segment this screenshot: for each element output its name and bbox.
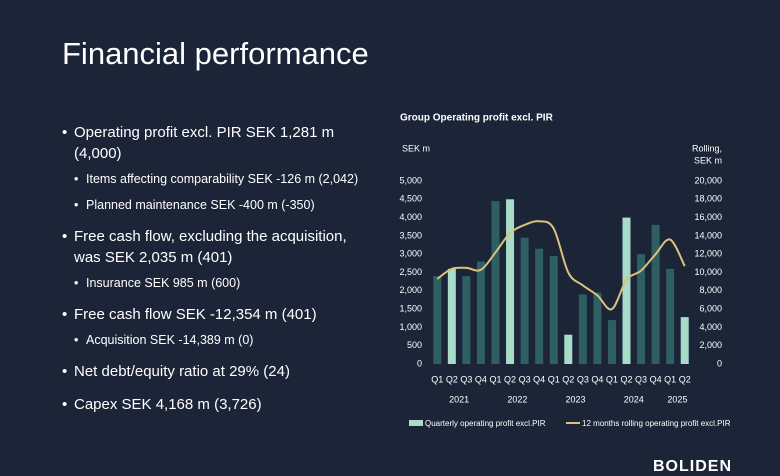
bar: [549, 256, 558, 364]
sub-bullet: Acquisition SEK -14,389 m (0): [74, 331, 362, 349]
bullet-text: Free cash flow, excluding the acquisitio…: [74, 228, 347, 266]
bar: [651, 224, 660, 364]
sub-bullet: Planned maintenance SEK -400 m (-350): [74, 196, 362, 214]
bar: [666, 268, 675, 364]
bar: [491, 201, 500, 364]
y2-tick-label: 14,000: [694, 230, 722, 240]
x-tick-label: Q2: [446, 374, 458, 384]
bullet-text: Free cash flow SEK -12,354 m (401): [74, 306, 317, 323]
x-tick-label: Q2: [620, 374, 632, 384]
x-tick-label: Q4: [650, 374, 662, 384]
x-tick-label: Q2: [679, 374, 691, 384]
x-tick-label: Q4: [475, 374, 487, 384]
sub-list: Insurance SEK 985 m (600): [74, 274, 362, 292]
y2-tick-label: 2,000: [699, 340, 722, 350]
x-tick-label: Q1: [606, 374, 618, 384]
x-tick-label: Q3: [460, 374, 472, 384]
y2-axis-label: Rolling,: [692, 143, 722, 153]
bar: [506, 199, 515, 364]
bar: [447, 268, 456, 364]
x-tick-label: Q3: [577, 374, 589, 384]
x-tick-label: Q3: [519, 374, 531, 384]
x-tick-label: Q1: [664, 374, 676, 384]
y-tick-label: 2,500: [399, 267, 422, 277]
y2-tick-label: 4,000: [699, 322, 722, 332]
bullet: Capex SEK 4,168 m (3,726): [62, 394, 362, 415]
bar: [680, 317, 689, 364]
year-label: 2024: [624, 394, 644, 404]
y-axis-label: SEK m: [402, 143, 430, 153]
y-tick-label: 2,000: [399, 285, 422, 295]
y-tick-label: 500: [407, 340, 422, 350]
bar: [564, 334, 573, 364]
y2-axis-label: SEK m: [694, 155, 722, 165]
bar: [578, 294, 587, 364]
y2-tick-label: 10,000: [694, 267, 722, 277]
legend-swatch: [409, 420, 423, 426]
y2-tick-label: 8,000: [699, 285, 722, 295]
bullet: Free cash flow, excluding the acquisitio…: [62, 226, 362, 292]
x-tick-label: Q4: [591, 374, 603, 384]
sub-list: Items affecting comparability SEK -126 m…: [74, 170, 362, 214]
bar: [535, 248, 544, 364]
slide-title: Financial performance: [62, 36, 369, 71]
sub-bullet: Insurance SEK 985 m (600): [74, 274, 362, 292]
x-tick-label: Q2: [504, 374, 516, 384]
year-label: 2025: [667, 394, 687, 404]
y-tick-label: 4,500: [399, 194, 422, 204]
y2-tick-label: 16,000: [694, 212, 722, 222]
chart-title: Group Operating profit excl. PIR: [400, 113, 554, 124]
bar: [593, 292, 602, 364]
x-tick-label: Q4: [533, 374, 545, 384]
bullet-text: Operating profit excl. PIR SEK 1,281 m (…: [74, 124, 335, 162]
bullet: Free cash flow SEK -12,354 m (401) Acquis…: [62, 304, 362, 349]
bullet-text: Net debt/equity ratio at 29% (24): [74, 363, 290, 380]
y-tick-label: 3,000: [399, 249, 422, 259]
y-tick-label: 3,500: [399, 230, 422, 240]
bar: [622, 217, 631, 364]
bar: [476, 261, 485, 364]
bar: [520, 237, 529, 364]
bullet-text: Capex SEK 4,168 m (3,726): [74, 396, 262, 413]
bar: [637, 254, 646, 364]
year-label: 2022: [507, 394, 527, 404]
bar: [433, 276, 442, 364]
y-tick-label: 4,000: [399, 212, 422, 222]
y2-tick-label: 0: [717, 358, 722, 368]
bullet: Operating profit excl. PIR SEK 1,281 m (…: [62, 122, 362, 214]
bar: [607, 320, 616, 364]
sub-bullet: Items affecting comparability SEK -126 m…: [74, 170, 362, 188]
y-tick-label: 1,000: [399, 322, 422, 332]
y-tick-label: 1,500: [399, 303, 422, 313]
line: [436, 220, 686, 311]
year-label: 2023: [566, 394, 586, 404]
bar: [462, 276, 471, 364]
legend-label: 12 months rolling operating profit excl.…: [582, 419, 731, 428]
x-tick-label: Q1: [489, 374, 501, 384]
legend-label: Quarterly operating profit excl.PIR: [425, 419, 546, 428]
x-tick-label: Q2: [562, 374, 574, 384]
y-tick-label: 5,000: [399, 175, 422, 185]
year-label: 2021: [449, 394, 469, 404]
y2-tick-label: 6,000: [699, 303, 722, 313]
bullet-list: Operating profit excl. PIR SEK 1,281 m (…: [62, 122, 362, 427]
y-tick-label: 0: [417, 358, 422, 368]
bullet: Net debt/equity ratio at 29% (24): [62, 361, 362, 382]
y2-tick-label: 12,000: [694, 249, 722, 259]
x-tick-label: Q1: [548, 374, 560, 384]
sub-list: Acquisition SEK -14,389 m (0): [74, 331, 362, 349]
y2-tick-label: 18,000: [694, 194, 722, 204]
x-tick-label: Q3: [635, 374, 647, 384]
y2-tick-label: 20,000: [694, 175, 722, 185]
x-tick-label: Q1: [431, 374, 443, 384]
